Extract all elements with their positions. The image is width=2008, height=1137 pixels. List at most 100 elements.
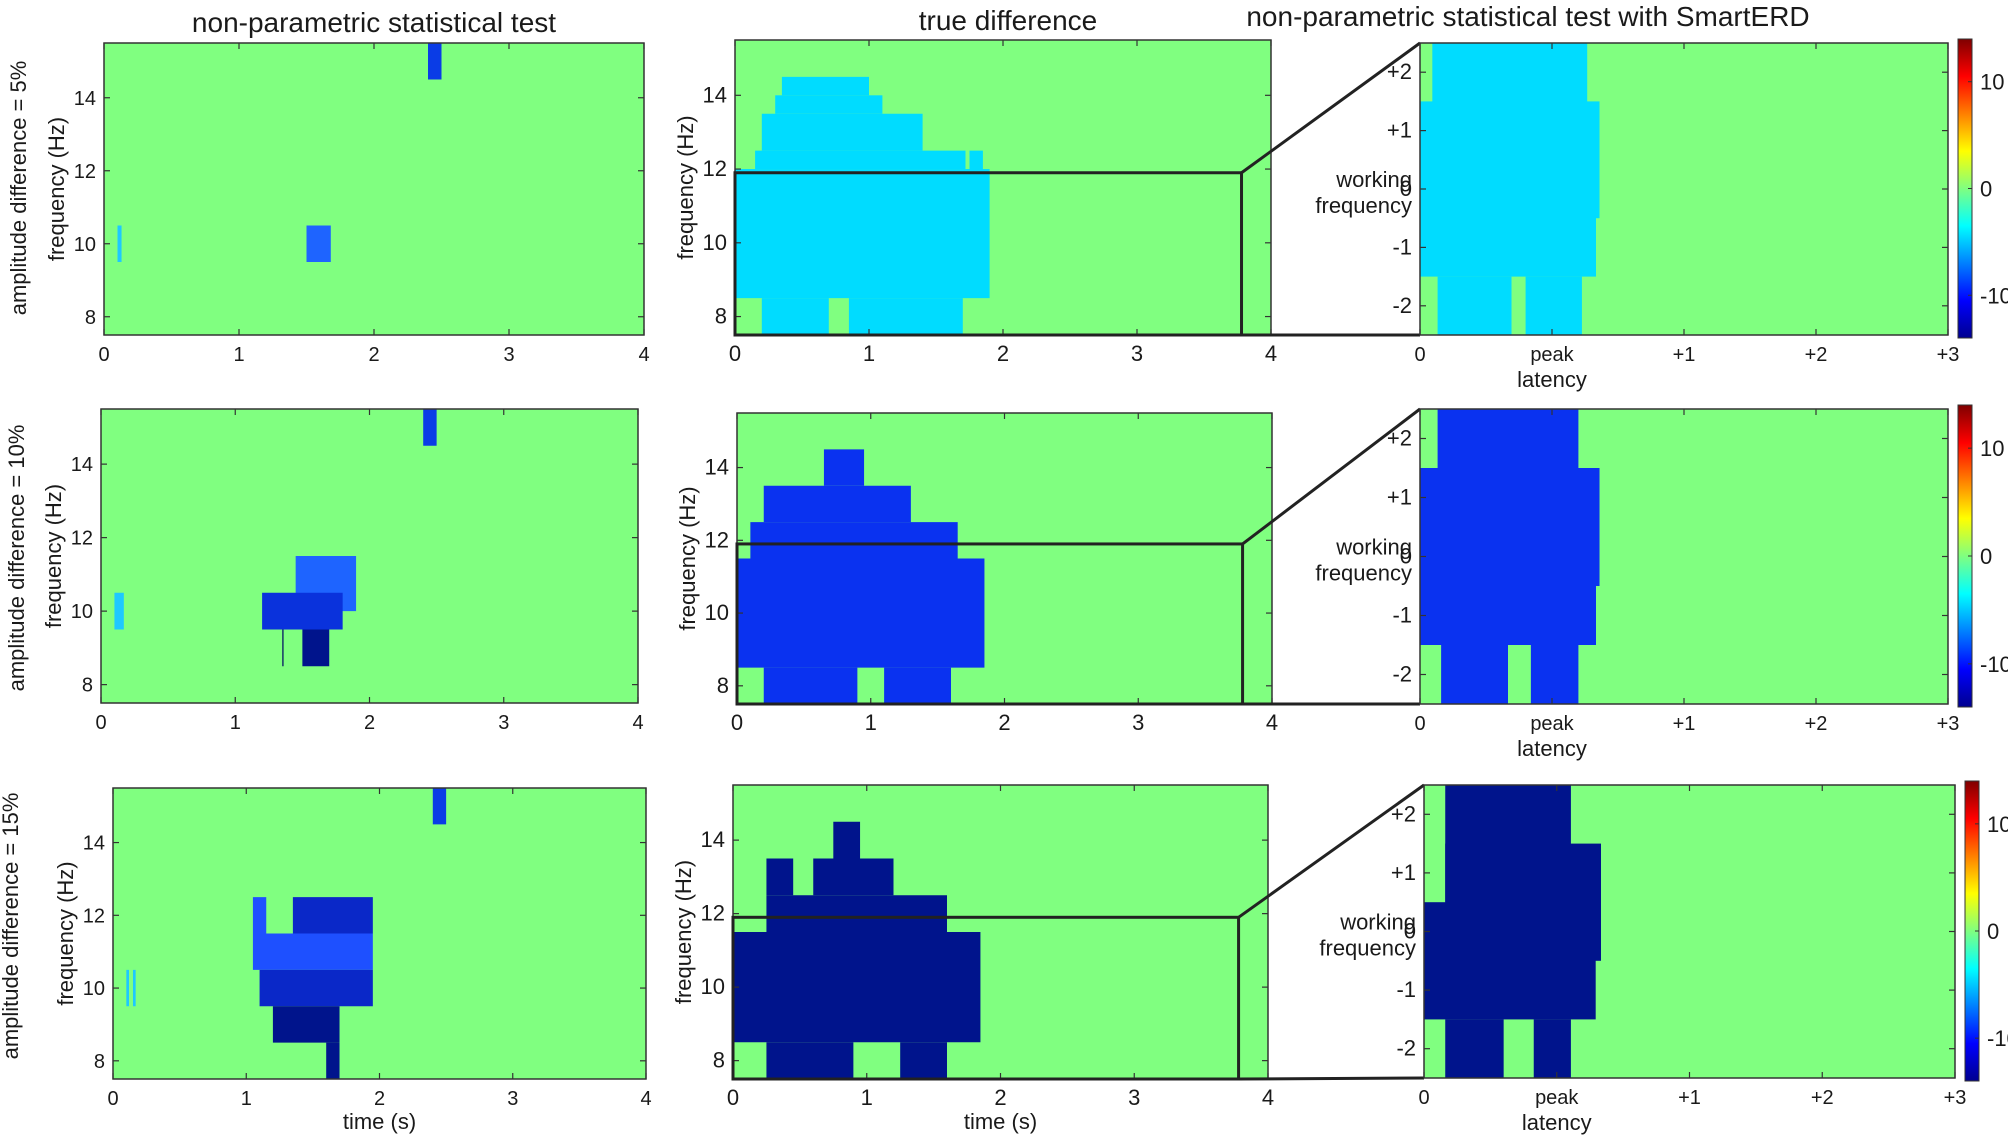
y-tick-label: 14 (74, 88, 96, 110)
y-tick-label: 10 (705, 600, 729, 625)
heatmap-region (1437, 276, 1512, 335)
zoom-box (731, 915, 1241, 1081)
y-tick-label: 12 (71, 528, 93, 550)
x-tick-label: 3 (503, 344, 514, 366)
y-axis-label: frequency (1315, 193, 1412, 218)
heatmap-region (737, 558, 985, 668)
x-tick-label: 4 (632, 712, 643, 734)
heatmap-region (969, 150, 983, 188)
y-axis-label: frequency (Hz) (673, 115, 698, 259)
y-tick-label: 12 (705, 527, 729, 552)
y-tick-label: -1 (1392, 603, 1412, 628)
y-axis-label: frequency (Hz) (44, 117, 69, 261)
heatmap-region (781, 76, 869, 96)
y-tick-label: 10 (703, 230, 727, 255)
x-tick-label: 0 (107, 1088, 118, 1110)
heatmap-region (766, 1042, 854, 1079)
column-title-2: true difference (919, 5, 1098, 36)
heatmap-region (766, 858, 794, 896)
x-tick-label: 4 (1265, 341, 1277, 366)
heatmap-region (733, 932, 981, 1043)
x-tick-label: +3 (1944, 1087, 1967, 1109)
colorbar-tick-label: -10 (1980, 283, 2008, 308)
heatmap-region (428, 43, 442, 80)
heatmap-region (833, 821, 861, 859)
heatmap-region (306, 225, 331, 262)
heatmap-region (900, 1042, 947, 1079)
y-tick-label: 0 (1404, 919, 1416, 944)
colorbar-tick-label: 0 (1980, 544, 1992, 569)
heatmap-region (763, 667, 858, 704)
x-tick-label: 2 (374, 1088, 385, 1110)
heatmap-region (302, 629, 330, 667)
x-tick-label: 0 (731, 710, 743, 735)
heatmap-region (1445, 1019, 1504, 1078)
y-tick-label: 14 (701, 827, 725, 852)
x-tick-label: 2 (998, 710, 1010, 735)
x-tick-label: 3 (1128, 1085, 1140, 1110)
x-tick-label: 3 (1132, 710, 1144, 735)
x-tick-label: 2 (364, 712, 375, 734)
y-tick-label: 12 (74, 161, 96, 183)
x-tick-label: 0 (1414, 344, 1425, 366)
heatmap-region (1445, 843, 1601, 961)
x-tick-label: 0 (98, 344, 109, 366)
x-tick-label: +2 (1805, 713, 1828, 735)
row-label-2: amplitude difference = 10% (4, 425, 29, 692)
y-tick-label: 8 (85, 307, 96, 329)
heatmap-region (1441, 645, 1508, 704)
y-tick-label: 8 (717, 673, 729, 698)
x-tick-label: 0 (95, 712, 106, 734)
y-axis-label: working (1339, 910, 1416, 935)
heatmap-region (763, 485, 911, 523)
y-tick-label: 10 (701, 974, 725, 999)
x-tick-label: 0 (729, 341, 741, 366)
heatmap-region (292, 897, 373, 934)
y-tick-label: 0 (1400, 544, 1412, 569)
colorbar-tick-label: -10 (1980, 652, 2008, 677)
x-tick-label: 1 (861, 1085, 873, 1110)
x-tick-label: 2 (368, 344, 379, 366)
heatmap-region (432, 788, 447, 825)
x-tick-label: 4 (1262, 1085, 1274, 1110)
y-tick-label: +2 (1391, 801, 1416, 826)
y-tick-label: +1 (1387, 118, 1412, 143)
heatmap-region (775, 95, 883, 114)
panel-1-3: 0 peak +1 +2 +3latency-2-10+1+2workingfreque… (1315, 38, 2008, 392)
colorbar-tick-label: 10 (1987, 812, 2008, 837)
x-tick-label: 3 (498, 712, 509, 734)
x-tick-label: peak (1535, 1087, 1579, 1109)
y-tick-label: -2 (1396, 1036, 1416, 1061)
x-axis-label: time (s) (964, 1109, 1037, 1134)
x-axis-label: latency (1517, 367, 1587, 392)
y-axis-label: frequency (1315, 561, 1412, 586)
y-tick-label: 10 (83, 978, 105, 1000)
y-tick-label: 10 (74, 234, 96, 256)
y-tick-label: 8 (713, 1048, 725, 1073)
y-axis-label: frequency (Hz) (671, 860, 696, 1004)
y-tick-label: +1 (1387, 485, 1412, 510)
heatmap-region (735, 187, 990, 299)
x-tick-label: 0 (1418, 1087, 1429, 1109)
heatmap-region (132, 969, 136, 1007)
y-tick-label: 10 (71, 601, 93, 623)
y-tick-label: -1 (1396, 977, 1416, 1002)
heatmap-region (813, 858, 894, 896)
heatmap-region (755, 150, 966, 170)
x-tick-label: 4 (638, 344, 649, 366)
panel-3-3: 0 peak +1 +2 +3latency-2-10+1+2workingfreque… (1319, 780, 2008, 1135)
x-tick-label: 3 (507, 1088, 518, 1110)
x-tick-label: +3 (1937, 713, 1960, 735)
zoom-connector (1241, 407, 1421, 546)
y-tick-label: 12 (701, 901, 725, 926)
heatmap-region (848, 298, 963, 335)
row-label-3: amplitude difference = 15% (0, 793, 23, 1060)
x-tick-label: 1 (241, 1088, 252, 1110)
column-title-1: non-parametric statistical test (192, 7, 556, 38)
y-axis-label: frequency (Hz) (41, 484, 66, 628)
